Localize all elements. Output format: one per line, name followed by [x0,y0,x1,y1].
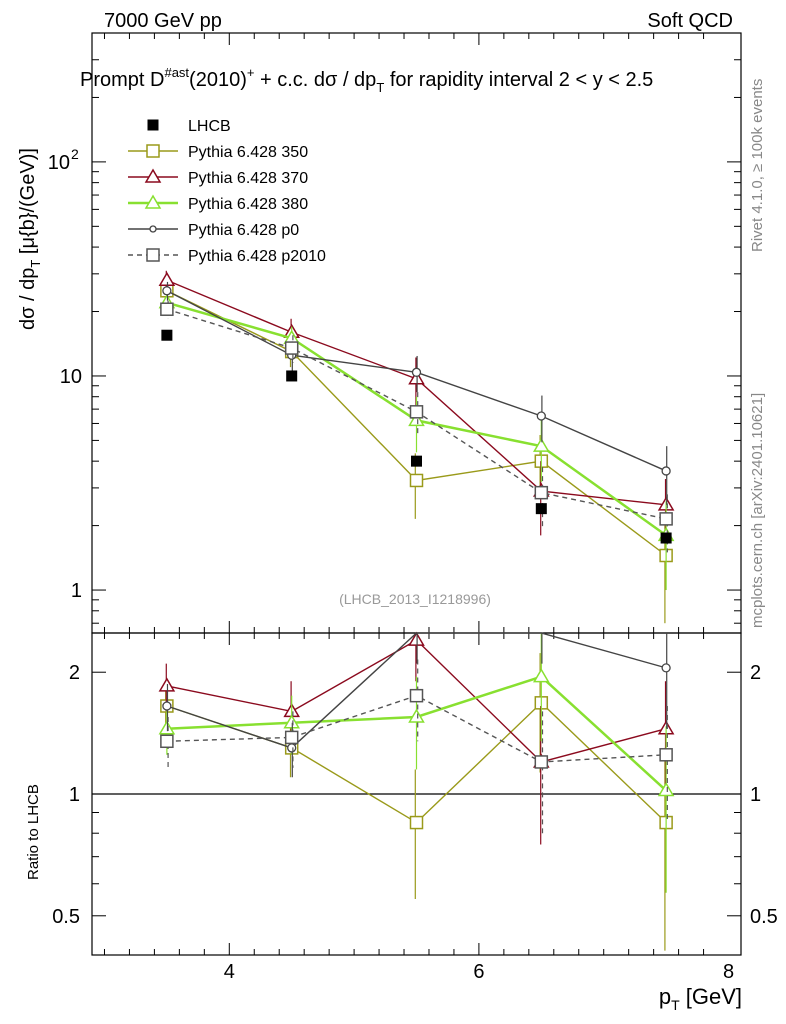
legend-marker [149,225,157,233]
lhcb-data-point [161,329,173,341]
legend-label: LHCB [188,118,231,135]
x-axis-label: pT [GeV] [659,984,742,1013]
title-tail: for rapidity interval 2 < y < 2.5 [384,69,653,91]
ratio-y-tick-label-right: 1 [750,784,761,806]
legend-label: Pythia 6.428 p0 [188,222,299,239]
ratio-y-tick-label: 2 [69,662,80,684]
ratio-point [409,688,424,703]
lhcb-data-point [286,370,298,382]
series-point [160,302,174,316]
x-tick-label: 4 [224,961,235,983]
y-axis-label-main: dσ / dpT [μ{b}/(GeV)] [17,148,43,330]
lhcb-data-point [535,503,547,515]
ratio-point [659,748,673,762]
analysis-id: (LHCB_2013_I1218996) [339,591,491,607]
y-tick-label: 1 [71,580,82,602]
title-sub: T [376,80,384,95]
y-tick-label: 10 [60,366,82,388]
legend-marker [144,194,162,209]
series-point [284,341,299,355]
plot-title: Prompt D#ast(2010)+ + c.c. dσ / dpT for … [80,65,653,95]
series-point [409,405,424,419]
lhcb-data-point [411,455,422,467]
header-left: 7000 GeV pp [104,10,222,32]
title-prefix: Prompt D [80,69,164,91]
y-label-main: dσ / dp [17,268,39,330]
ratio-point [657,782,675,797]
header-right: Soft QCD [647,10,733,32]
x-label-sub: T [671,997,680,1013]
series-point [409,473,424,488]
legend-label: Pythia 6.428 350 [188,144,308,161]
series-point [659,512,673,526]
ratio-plot-data [158,631,675,951]
series-point [661,466,671,476]
y-label-main-tail: [μ{b}/(GeV)] [17,148,39,260]
legend-marker [146,248,160,262]
ratio-y-tick-label-right: 2 [750,662,761,684]
ratio-y-tick-label: 0.5 [52,906,80,928]
x-label-tail: [GeV] [680,984,742,1009]
ratio-point [534,755,549,769]
legend-marker [146,144,160,158]
lhcb-data-point [660,532,672,544]
legend-marker [144,168,162,183]
title-mid: (2010) [189,69,247,91]
ratio-y-tick-label-right: 0.5 [750,906,778,928]
main-plot-data [158,270,675,624]
series-point [411,367,422,377]
series-point [162,286,172,296]
ratio-point [287,743,297,753]
y-axis-label-ratio: Ratio to LHCB [25,784,42,880]
series-point [534,485,549,500]
y-tick-label: 10 [48,152,70,174]
legend-label: Pythia 6.428 p2010 [188,248,326,265]
series-point [533,437,550,452]
legend-label: Pythia 6.428 370 [188,170,308,187]
legend-label: Pythia 6.428 380 [188,196,308,213]
ratio-point [409,815,424,830]
y-tick-label-exp: 2 [71,146,79,162]
ratio-point [533,668,550,683]
legend: LHCB Pythia 6.428 350 Pythia 6.428 370 Pyth… [128,118,326,265]
rivet-label: Rivet 4.1.0, ≥ 100k events [749,79,766,252]
ratio-point [284,730,299,745]
series-point [536,411,546,421]
series-point [408,411,425,427]
ratio-point [160,734,174,749]
ratio-point [162,701,172,711]
y-label-main-sub: T [28,260,43,268]
ratio-point [661,663,671,673]
ratio-y-tick-label: 1 [69,784,80,806]
mcplots-label: mcplots.cern.ch [arXiv:2401.10621] [749,393,766,628]
title-sup1: #ast [164,65,189,80]
x-label: p [659,984,671,1009]
x-tick-label: 6 [473,961,484,983]
title-suffix: + c.c. dσ / dp [254,69,376,91]
legend-marker [147,119,159,131]
x-tick-label: 8 [723,961,734,983]
ratio-point [408,708,425,723]
title-sup2: + [247,65,255,80]
